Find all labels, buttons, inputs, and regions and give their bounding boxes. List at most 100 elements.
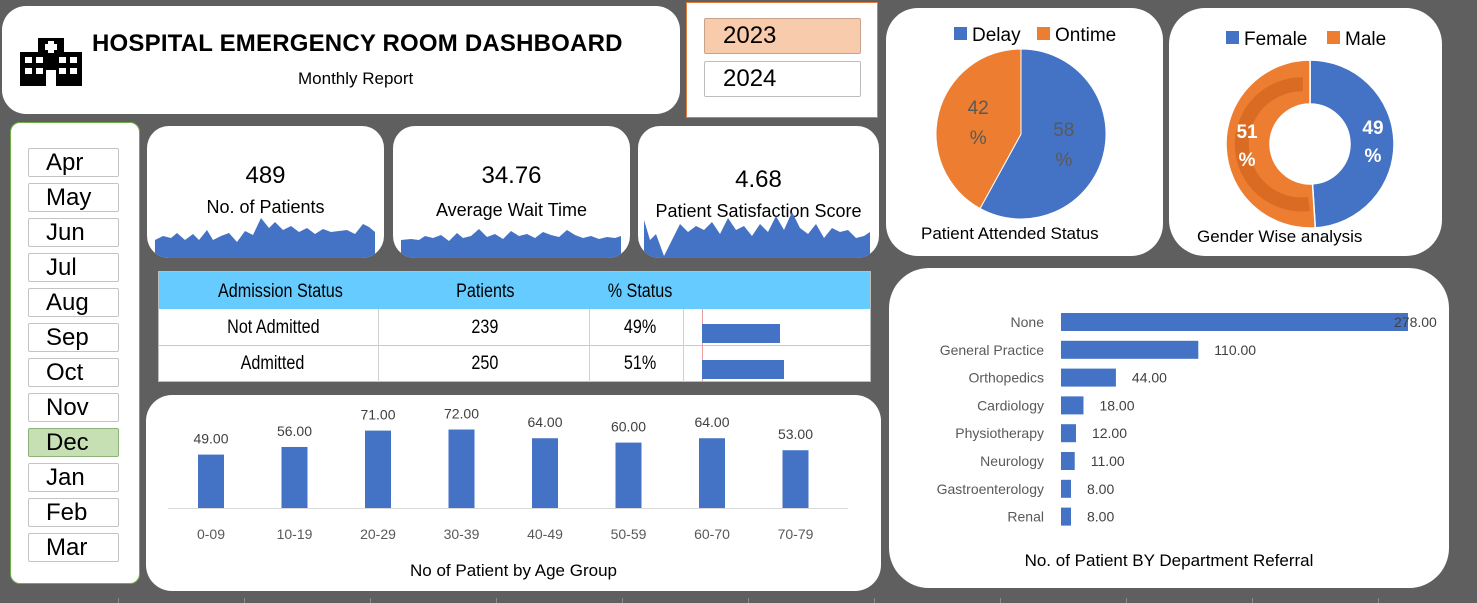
chart-title: No. of Patient BY Department Referral <box>1024 551 1314 570</box>
table-cell-status: Admitted <box>240 353 305 374</box>
dept-tick-label: Cardiology <box>977 397 1044 413</box>
chart-title: Gender Wise analysis <box>1197 227 1363 246</box>
age-tick-label: 60-70 <box>694 526 730 542</box>
age-group-chart-svg: 49.00 0-09 56.00 10-19 71.00 20-29 72.00 30-39 6… <box>168 406 848 542</box>
month-button[interactable]: Mar <box>28 533 119 562</box>
kpi-label: Average Wait Time <box>435 200 588 220</box>
dept-bar <box>1061 396 1084 415</box>
dept-bar <box>1061 424 1076 443</box>
page-title: HOSPITAL EMERGENCY ROOM DASHBOARD <box>92 30 623 57</box>
age-tick-label: 0-09 <box>197 526 225 542</box>
dept-bar-value: 278.00 <box>1394 314 1437 330</box>
dept-tick-label: Physiotherapy <box>955 425 1044 441</box>
table-header-cell: Admission Status <box>218 281 343 302</box>
month-button[interactable]: Apr <box>28 148 119 177</box>
month-button[interactable]: Jul <box>28 253 119 282</box>
kpi-value: 4.68 <box>735 166 782 193</box>
age-bar-value: 53.00 <box>778 426 813 442</box>
kpi-card-satisfaction: 4.68 Patient Satisfaction Score <box>638 126 879 258</box>
month-button[interactable]: Jan <box>28 463 119 492</box>
age-bar <box>281 446 308 508</box>
kpi-card-wait-time: 34.76 Average Wait Time <box>393 126 630 258</box>
dept-bar-value: 8.00 <box>1087 481 1114 497</box>
age-bar-value: 64.00 <box>527 414 562 430</box>
pie-slice <box>935 48 1022 210</box>
age-tick-label: 40-49 <box>527 526 563 542</box>
dept-tick-label: Gastroenterology <box>937 481 1044 497</box>
donut-slice-label: % <box>1365 146 1382 167</box>
donut-slice-label: % <box>1239 150 1256 171</box>
pie-slice-label: 58 <box>1053 120 1074 141</box>
kpi-value: 34.76 <box>481 162 542 189</box>
dept-tick-label: General Practice <box>940 342 1044 358</box>
donut-slice-label: 51 <box>1236 122 1258 143</box>
department-referral-chart: None 278.00 General Practice 110.00 Orthoped… <box>889 268 1449 588</box>
department-chart-svg: None 278.00 General Practice 110.00 Orthoped… <box>937 313 1437 526</box>
age-tick-label: 20-29 <box>360 526 396 542</box>
age-bar-value: 72.00 <box>444 406 479 422</box>
kpi-label: No. of Patients <box>206 197 325 217</box>
donut-chart-svg: 49% 51% <box>1225 59 1395 229</box>
age-bar-value: 60.00 <box>611 419 646 435</box>
donut-slice-label: 49 <box>1362 118 1383 139</box>
table-cell-pct: 49% <box>623 317 657 338</box>
donut-slice <box>1309 59 1395 229</box>
title-panel: HOSPITAL EMERGENCY ROOM DASHBOARD Monthl… <box>2 6 680 114</box>
age-bar <box>782 450 809 508</box>
age-bar-value: 71.00 <box>360 407 395 423</box>
table-cell-patients: 239 <box>471 317 499 338</box>
kpi-value: 489 <box>245 162 286 189</box>
age-tick-label: 70-79 <box>778 526 814 542</box>
kpi-card-patients: 489 No. of Patients <box>147 126 384 258</box>
pie-slice-label: % <box>1055 150 1072 171</box>
month-button[interactable]: Feb <box>28 498 119 527</box>
kpi-sparkline <box>644 212 870 258</box>
dept-bar <box>1061 479 1071 498</box>
age-bar <box>198 454 224 508</box>
pie-chart-svg: 58% 42% <box>935 48 1107 220</box>
data-bar-not-admitted <box>702 324 780 343</box>
month-button[interactable]: Jun <box>28 218 119 247</box>
month-button[interactable]: Oct <box>28 358 119 387</box>
dept-bar-value: 44.00 <box>1132 370 1167 386</box>
dept-tick-label: Orthopedics <box>969 370 1044 386</box>
page-subtitle: Monthly Report <box>298 69 414 88</box>
kpi-label: Patient Satisfaction Score <box>655 201 862 221</box>
admission-status-table: Admission Status Patients % Status Not A… <box>158 271 871 382</box>
year-button[interactable]: 2023 <box>704 18 861 54</box>
dept-bar-value: 110.00 <box>1214 342 1256 358</box>
month-button[interactable]: Dec <box>28 428 119 457</box>
month-button[interactable]: May <box>28 183 119 212</box>
gender-chart: Female Male 49% 51% Gender Wise analysis <box>1169 8 1442 256</box>
month-button[interactable]: Aug <box>28 288 119 317</box>
year-slicer: 2023 2024 <box>686 2 878 118</box>
table-cell-status: Not Admitted <box>227 317 320 338</box>
attended-status-chart: Delay Ontime 58% 42% Patient Attended Sta… <box>886 8 1163 256</box>
dept-bar-value: 8.00 <box>1087 509 1114 525</box>
age-bar <box>532 438 558 508</box>
table-cell-pct: 51% <box>623 353 657 374</box>
age-tick-label: 50-59 <box>611 526 647 542</box>
dept-bar-value: 18.00 <box>1099 397 1134 413</box>
age-bar-value: 64.00 <box>694 414 729 430</box>
pie-slice <box>979 48 1107 220</box>
age-bar-value: 56.00 <box>277 423 312 439</box>
age-bar-value: 49.00 <box>193 431 228 447</box>
year-button[interactable]: 2024 <box>704 61 861 97</box>
month-slicer: Apr May Jun Jul Aug Sep Oct Nov Dec Jan Feb Mar <box>10 122 140 584</box>
dept-bar <box>1061 368 1116 387</box>
kpi-sparkline <box>401 229 621 258</box>
age-bar <box>699 438 725 508</box>
age-bar <box>615 442 642 508</box>
table-header-cell: Patients <box>456 281 515 302</box>
legend-item: Male <box>1327 29 1386 51</box>
donut-slice <box>1225 59 1317 229</box>
table-header <box>159 272 870 309</box>
dept-bar <box>1061 452 1075 470</box>
month-button[interactable]: Sep <box>28 323 119 352</box>
table-cell-patients: 250 <box>471 353 499 374</box>
dept-tick-label: None <box>1011 314 1045 330</box>
dept-tick-label: Renal <box>1007 509 1044 525</box>
month-button[interactable]: Nov <box>28 393 119 422</box>
dept-bar <box>1061 340 1199 359</box>
